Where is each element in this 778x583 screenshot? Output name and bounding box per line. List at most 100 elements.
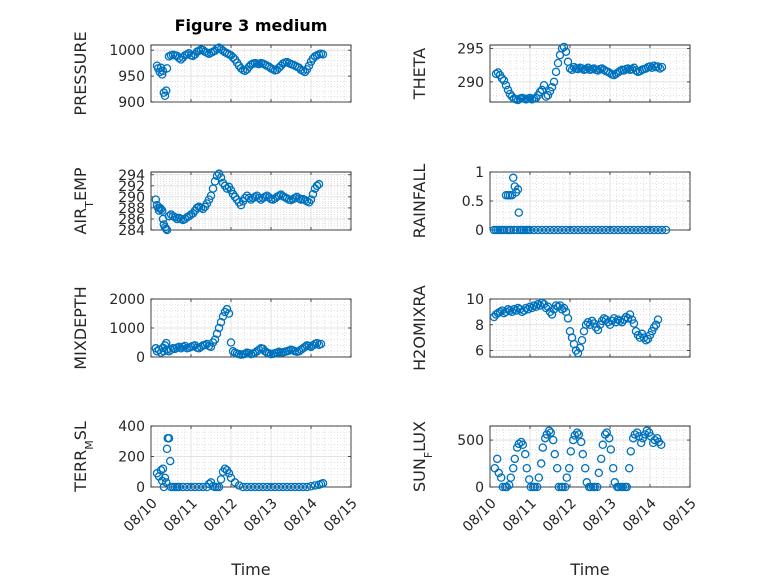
data-point <box>561 225 571 235</box>
data-point <box>262 482 272 492</box>
data-point <box>628 433 638 443</box>
data-point <box>532 482 542 492</box>
data-point <box>278 482 288 492</box>
data-point <box>581 225 591 235</box>
y-tick-label: 0 <box>475 480 484 496</box>
data-point <box>657 225 667 235</box>
data-point <box>165 456 175 466</box>
data-point <box>605 225 615 235</box>
data-point <box>499 76 509 85</box>
data-point <box>525 93 535 103</box>
data-point <box>158 464 168 473</box>
data-point <box>651 320 661 330</box>
data-point <box>604 433 614 443</box>
data-point <box>601 315 611 324</box>
data-point <box>544 426 554 435</box>
data-point <box>161 86 171 95</box>
data-point <box>300 342 310 352</box>
data-series <box>489 298 663 358</box>
data-series <box>152 43 328 101</box>
subplot-terr-msl: 0 200 400 08/10 08/11 08/12 08/13 08/14 08/15 Tim… <box>71 419 361 579</box>
data-point <box>216 317 226 327</box>
data-point <box>537 85 547 95</box>
data-point <box>611 317 621 327</box>
data-point <box>615 316 625 326</box>
data-point <box>653 62 663 71</box>
x-tick-label: 08/10 <box>121 495 161 535</box>
data-point <box>534 473 544 482</box>
data-point <box>645 62 655 71</box>
data-point <box>547 82 557 92</box>
data-point <box>649 225 659 235</box>
data-point <box>577 225 587 235</box>
data-point <box>526 482 536 492</box>
y-tick-label: 1000 <box>109 321 145 337</box>
data-point <box>246 482 256 492</box>
data-point <box>581 320 591 330</box>
data-point <box>525 225 535 235</box>
data-point <box>495 307 505 317</box>
data-point <box>596 454 606 464</box>
data-point <box>514 439 524 449</box>
data-point <box>641 64 651 73</box>
data-point <box>605 68 615 78</box>
data-point <box>594 468 604 478</box>
data-point <box>222 184 232 193</box>
data-point <box>563 314 573 323</box>
data-point <box>151 195 161 204</box>
data-point <box>625 225 635 235</box>
data-point <box>312 338 322 348</box>
data-point <box>597 225 607 235</box>
data-point <box>573 64 583 74</box>
data-point <box>501 80 511 90</box>
y-tick-label: 6 <box>475 344 484 360</box>
y-tick-label: 500 <box>457 433 484 449</box>
x-tick-label: 08/15 <box>660 495 700 535</box>
data-point <box>304 61 314 70</box>
data-point <box>647 63 657 73</box>
data-point <box>174 482 184 492</box>
data-point <box>650 435 660 445</box>
data-point <box>222 304 232 314</box>
data-point <box>161 478 171 487</box>
data-point <box>258 482 268 492</box>
y-tick-label: 400 <box>118 419 145 435</box>
data-point <box>617 225 627 235</box>
data-point <box>629 225 639 235</box>
data-point <box>578 449 588 459</box>
data-point <box>164 211 174 221</box>
data-point <box>598 440 608 450</box>
data-point <box>613 225 623 235</box>
data-point <box>561 47 571 56</box>
data-point <box>312 181 322 191</box>
data-point <box>636 438 646 448</box>
data-point <box>501 307 511 317</box>
y-tick-label: 2000 <box>109 292 145 308</box>
data-point <box>557 225 567 235</box>
data-point <box>603 317 613 327</box>
data-point <box>497 74 507 83</box>
data-series <box>491 42 667 105</box>
data-point <box>645 225 655 235</box>
data-point <box>527 303 537 313</box>
data-point <box>607 316 617 326</box>
y-tick-label: 8 <box>475 318 484 334</box>
x-tick-label: 08/10 <box>460 495 500 535</box>
data-point <box>618 482 628 492</box>
y-axis-label: MIXDEPTH <box>71 286 90 369</box>
data-point <box>491 69 501 79</box>
subplot-sun-flux: 0 500 08/10 08/11 08/12 08/13 08/14 08/15 Time SU… <box>410 421 700 579</box>
y-axis-label: THETA <box>410 48 429 100</box>
data-point <box>574 430 584 439</box>
data-point <box>314 179 324 189</box>
y-tick-label: 10 <box>466 292 484 308</box>
data-point <box>250 482 260 492</box>
data-series <box>489 173 671 235</box>
data-point <box>507 307 517 317</box>
data-point <box>653 225 663 235</box>
data-point <box>592 482 602 492</box>
data-point <box>593 325 603 335</box>
data-point <box>511 306 521 315</box>
data-point <box>503 85 513 95</box>
data-point <box>214 323 224 333</box>
